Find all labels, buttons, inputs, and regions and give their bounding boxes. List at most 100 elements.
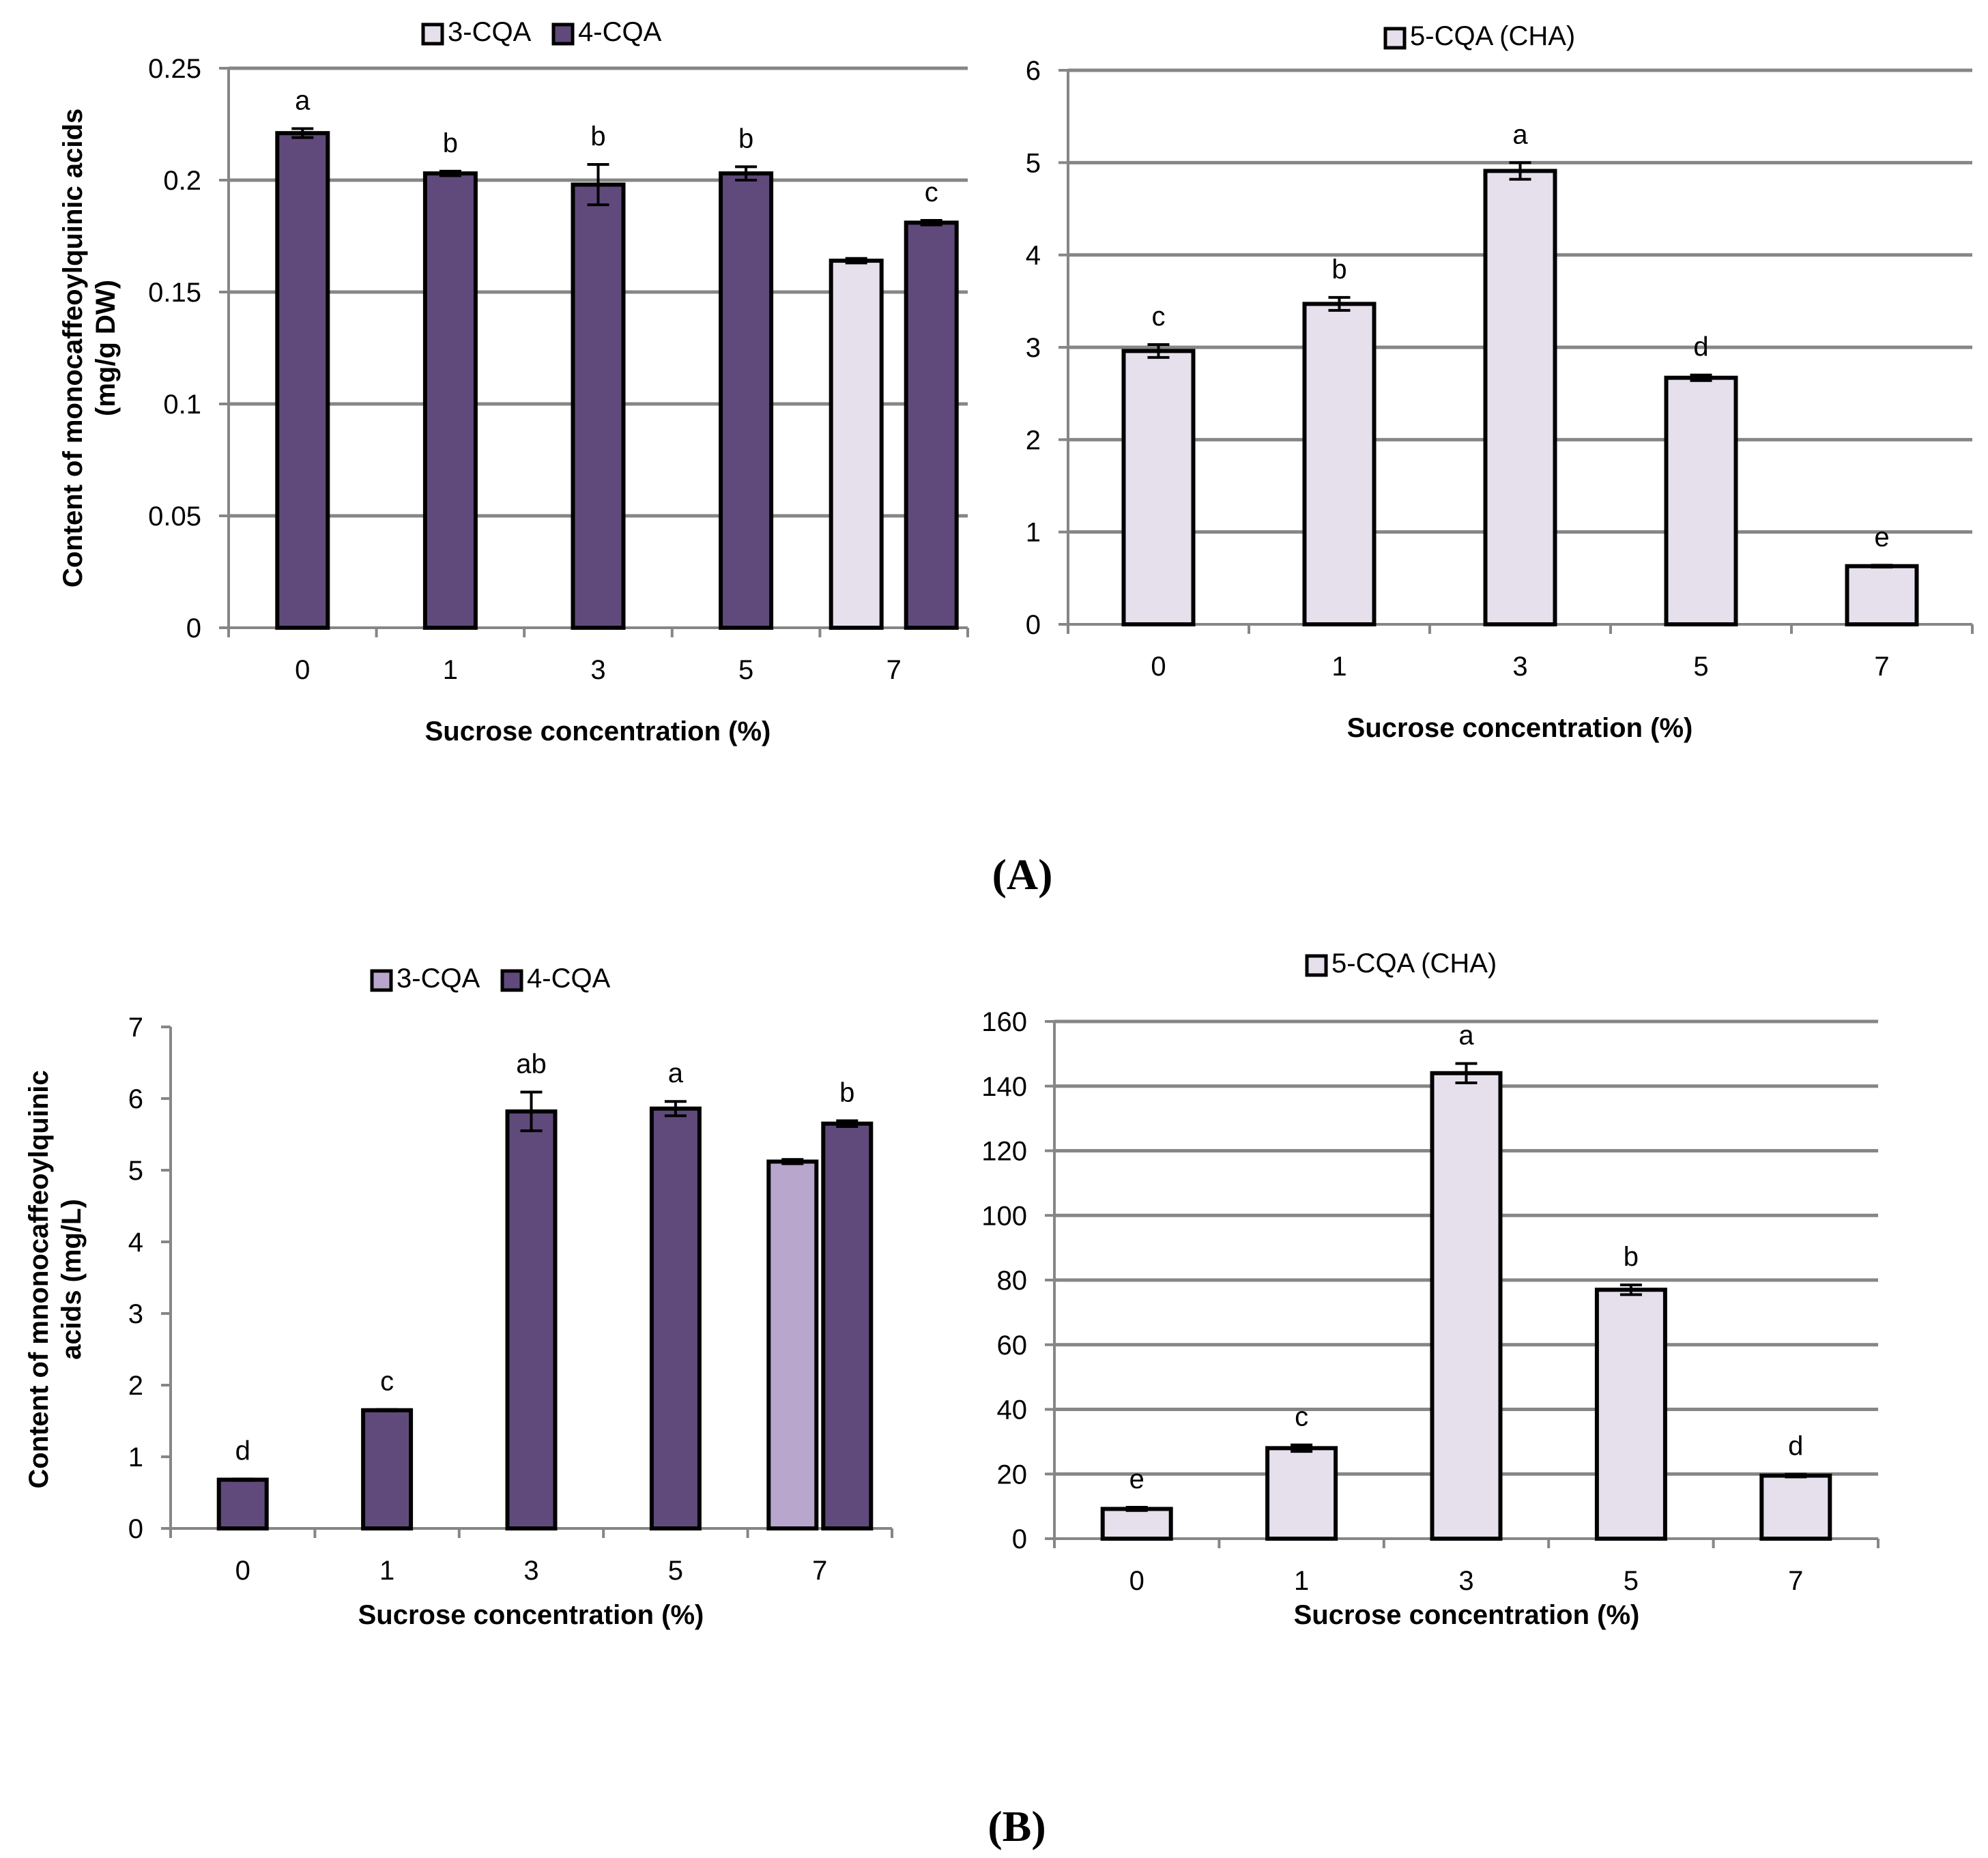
a-left-bar-4-cqa (571, 182, 626, 630)
a-left-bar-4-cqa (719, 171, 774, 630)
a-right-y-tick-label: 4 (1026, 241, 1041, 271)
b-left-legend-swatch (370, 969, 393, 992)
b-left-x-tick-label: 0 (235, 1556, 250, 1586)
a-right-significance-letter: a (1512, 119, 1528, 149)
a-left-x-tick-label: 3 (590, 655, 605, 685)
b-right-x-tick-label: 7 (1788, 1566, 1803, 1596)
b-left-y-axis-title: Content of mnonocaffeoylquinic acids (mg/… (24, 1070, 87, 1488)
b-left-bar-4-cqa (505, 1109, 558, 1530)
b-left-y-tick-label: 0 (128, 1514, 143, 1544)
a-left-legend-label: 3-CQA (448, 17, 532, 47)
a-left-x-tick-label: 0 (295, 655, 310, 685)
a-left-x-tick-label: 1 (443, 655, 458, 685)
b-left-significance-letter: ab (516, 1049, 547, 1079)
b-right-bar-5-cqa-cha- (1100, 1507, 1173, 1541)
b-right-x-tick-label: 1 (1294, 1566, 1309, 1596)
b-left-y-tick-label: 5 (128, 1156, 143, 1186)
b-left-x-tick-label: 7 (812, 1556, 827, 1586)
b-right-x-tick-label: 5 (1624, 1566, 1639, 1596)
b-left-x-tick-label: 3 (523, 1556, 538, 1586)
a-left-y-tick-label: 0 (186, 613, 201, 643)
a-right-x-axis-title: Sucrose concentration (%) (1347, 713, 1693, 743)
a-right-bar-5-cqa-cha- (1664, 375, 1738, 626)
a-right-y-tick-label: 0 (1026, 610, 1041, 640)
a-right-x-tick-label: 1 (1331, 652, 1346, 682)
a-left-y-tick-label: 0.15 (148, 278, 201, 308)
a-left-y-axis-title-line: Content of monocaffeoylquinic acids (58, 108, 88, 587)
a-right-bar-5-cqa-cha- (1845, 564, 1919, 626)
b-right-y-tick-label: 160 (981, 1007, 1027, 1037)
a-right-significance-letter: c (1152, 302, 1166, 332)
a-left-bar-4-cqa (904, 220, 959, 630)
a-right-y-tick-label: 5 (1026, 148, 1041, 178)
a-left-legend-swatch (551, 23, 575, 46)
b-left-significance-letter: d (235, 1436, 250, 1466)
b-right-significance-letter: c (1295, 1402, 1308, 1432)
b-left-legend-label: 4-CQA (527, 963, 611, 993)
a-right-y-tick-label: 1 (1026, 518, 1041, 548)
b-right-y-tick-label: 20 (997, 1460, 1028, 1490)
a-left-legend-label: 4-CQA (578, 17, 662, 47)
b-left-y-tick-label: 1 (128, 1442, 143, 1472)
b-right-legend-swatch (1305, 954, 1328, 977)
a-right-significance-letter: b (1331, 255, 1346, 285)
b-right-y-tick-label: 80 (997, 1266, 1028, 1296)
a-left-significance-letter: c (925, 177, 938, 207)
b-left-y-tick-label: 6 (128, 1084, 143, 1114)
b-right-y-tick-label: 140 (981, 1072, 1027, 1102)
a-left-significance-letter: a (295, 86, 311, 116)
b-right-x-axis-title: Sucrose concentration (%) (1294, 1600, 1640, 1630)
a-left-significance-letter: b (738, 124, 753, 154)
b-right-y-tick-label: 120 (981, 1137, 1027, 1167)
b-right-y-tick-label: 100 (981, 1201, 1027, 1231)
a-left-y-tick-label: 0.1 (163, 390, 201, 420)
b-right-y-tick-label: 0 (1012, 1524, 1027, 1554)
b-right-bar-5-cqa-cha- (1759, 1473, 1832, 1541)
b-right-legend-label: 5-CQA (CHA) (1331, 948, 1497, 978)
a-right-bar-5-cqa-cha- (1121, 349, 1196, 626)
b-left-significance-letter: b (839, 1078, 854, 1108)
a-right-y-tick-label: 2 (1026, 425, 1041, 455)
a-left-bar-3-cqa (829, 259, 884, 630)
panel-label-a: (A) (992, 850, 1053, 899)
a-left-y-axis-title-line: (mg/g DW) (91, 280, 121, 416)
b-right-significance-letter: a (1458, 1021, 1474, 1051)
a-left-y-tick-label: 0.05 (148, 502, 201, 532)
a-left-significance-letter: b (443, 128, 458, 158)
b-left-x-tick-label: 5 (668, 1556, 683, 1586)
b-right-x-tick-label: 0 (1129, 1566, 1144, 1596)
b-left-bar-3-cqa (766, 1159, 819, 1530)
a-right-y-tick-label: 6 (1026, 56, 1041, 86)
a-right-bar-5-cqa-cha- (1483, 169, 1557, 627)
a-left-significance-letter: b (590, 121, 605, 151)
a-left-x-tick-label: 7 (887, 655, 902, 685)
b-left-legend-label: 3-CQA (397, 963, 480, 993)
b-left-y-tick-label: 4 (128, 1228, 143, 1258)
b-right-significance-letter: e (1129, 1464, 1144, 1494)
b-left-significance-letter: c (380, 1367, 394, 1397)
b-right-significance-letter: d (1788, 1432, 1803, 1462)
a-right-legend-label: 5-CQA (CHA) (1410, 21, 1575, 51)
a-right-bar-5-cqa-cha- (1302, 302, 1377, 626)
a-left-y-axis-title: Content of monocaffeoylquinic acids (mg/g… (58, 108, 121, 587)
b-left-y-tick-label: 2 (128, 1371, 143, 1401)
b-right-x-tick-label: 3 (1458, 1566, 1473, 1596)
b-left-bar-4-cqa (361, 1408, 414, 1530)
a-right-y-tick-label: 3 (1026, 333, 1041, 363)
a-left-bar-4-cqa (275, 131, 330, 630)
b-left-x-axis-title: Sucrose concentration (%) (358, 1600, 704, 1630)
b-left-x-tick-label: 1 (379, 1556, 394, 1586)
b-right-bar-5-cqa-cha- (1430, 1071, 1503, 1541)
a-right-significance-letter: e (1874, 522, 1889, 552)
b-right-bar-5-cqa-cha- (1594, 1288, 1667, 1541)
b-right-y-tick-label: 60 (997, 1331, 1028, 1361)
a-left-y-tick-label: 0.2 (163, 166, 201, 196)
b-left-bar-4-cqa (821, 1121, 874, 1530)
b-left-y-tick-label: 3 (128, 1299, 143, 1329)
a-right-x-tick-label: 0 (1151, 652, 1166, 682)
